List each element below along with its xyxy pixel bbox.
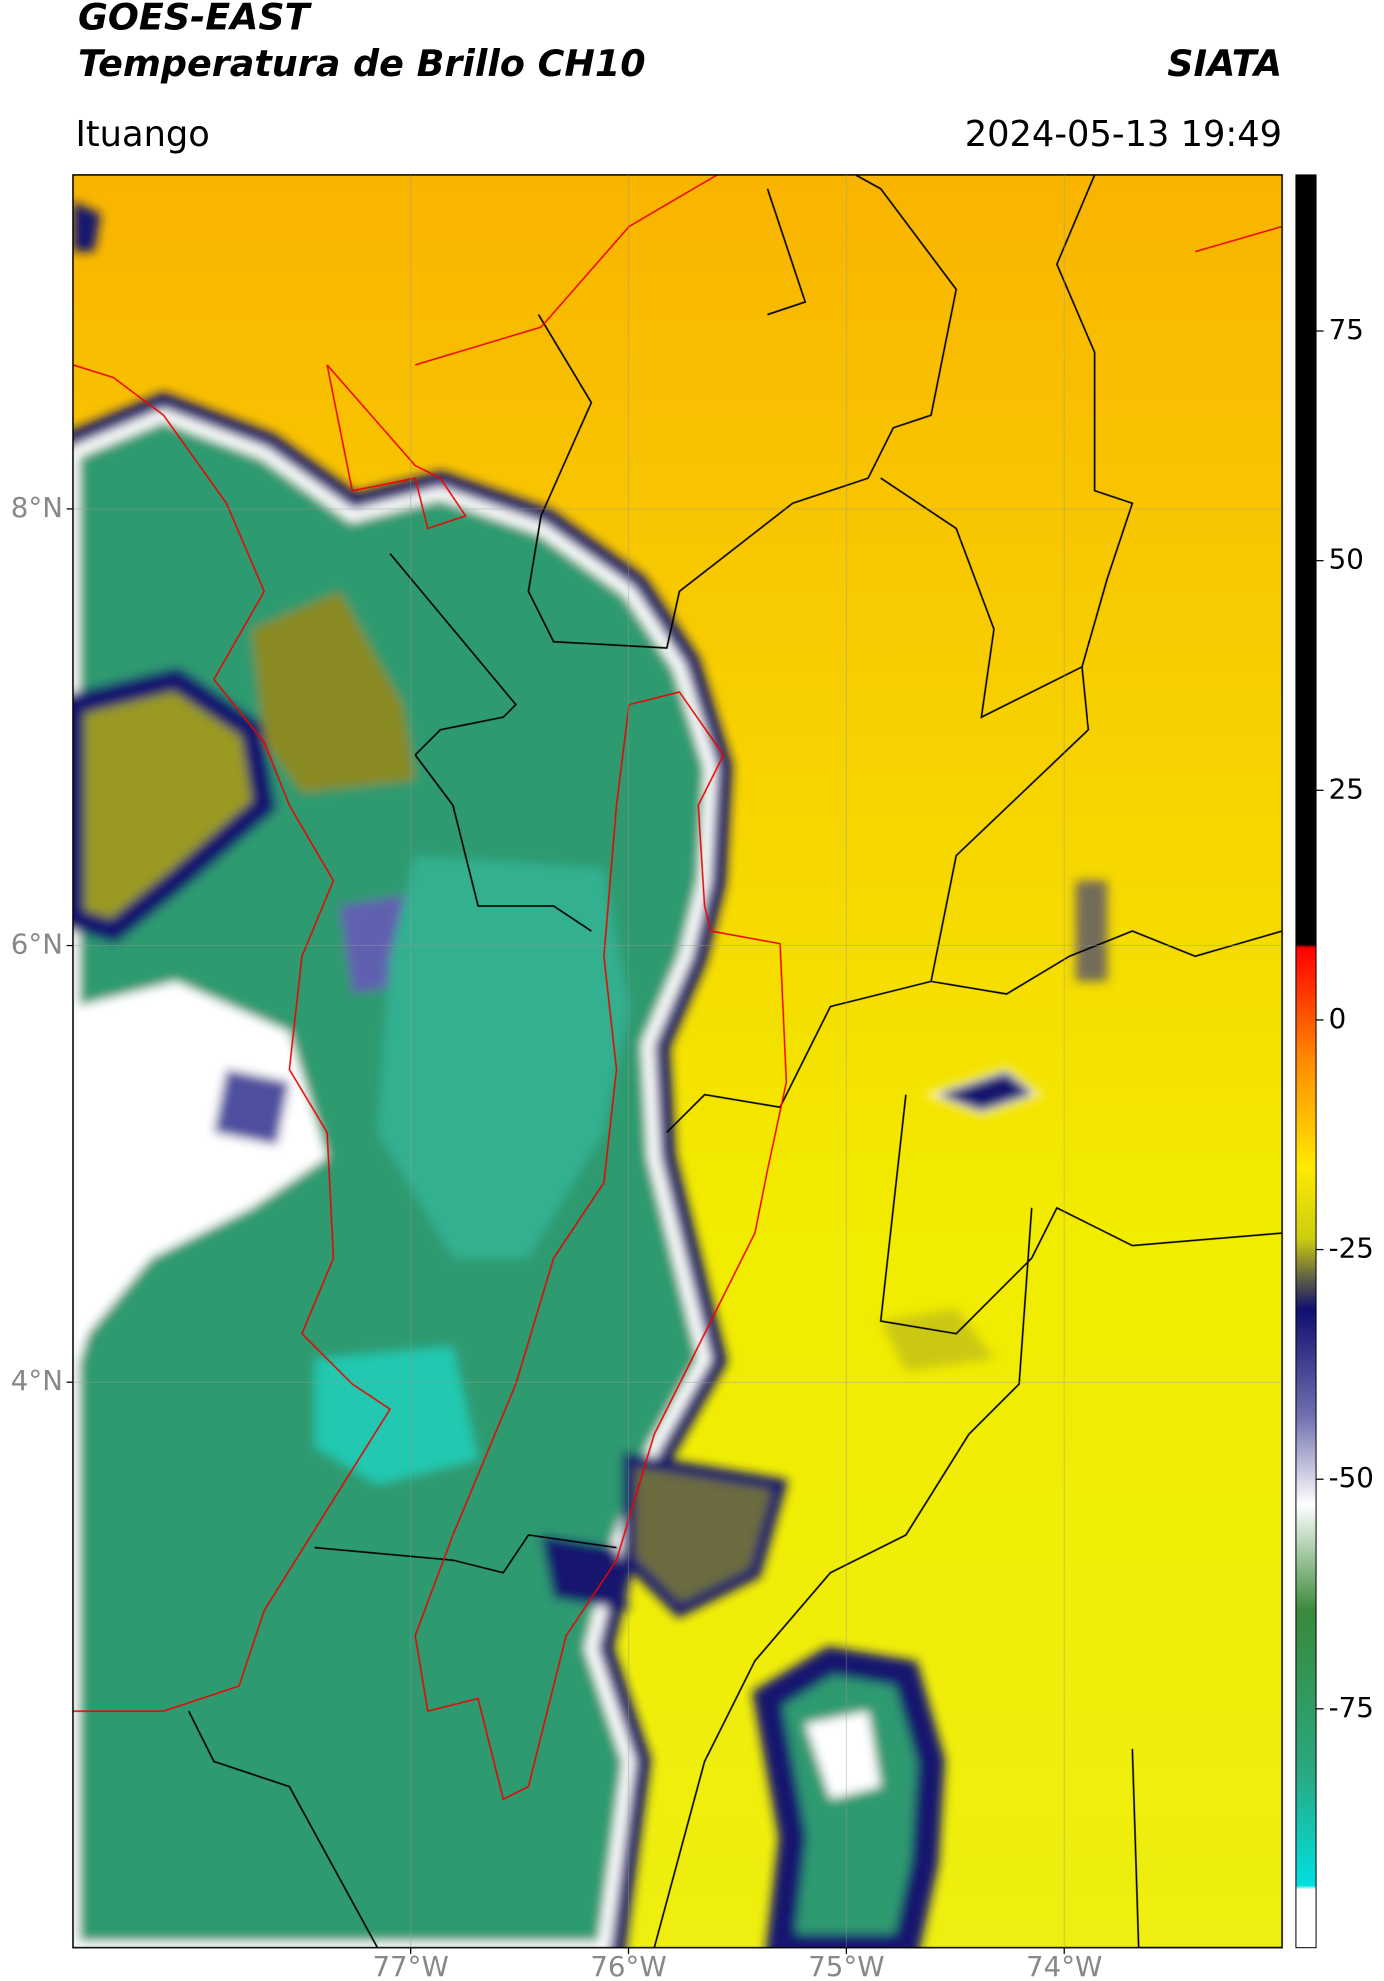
y-tick-label: 4°N xyxy=(11,1364,63,1397)
colorbar-tick-label: 25 xyxy=(1329,772,1364,805)
y-tick-label: 6°N xyxy=(11,928,63,961)
colorbar-tick-label: -50 xyxy=(1329,1461,1374,1494)
y-tick-label: 8°N xyxy=(11,491,63,524)
location: Ituango xyxy=(75,114,209,155)
colorbar-tick-label: -25 xyxy=(1329,1232,1374,1265)
colorbar-tick-label: -75 xyxy=(1329,1691,1374,1724)
colorbar-tick-label: 50 xyxy=(1329,543,1364,576)
x-tick-label: 74°W xyxy=(1026,1950,1102,1981)
colorbar-tick-label: 0 xyxy=(1329,1002,1347,1035)
x-tick-label: 75°W xyxy=(808,1950,884,1981)
map-image xyxy=(72,174,1283,1948)
title: GOES-EAST xyxy=(78,0,313,38)
subtitle: Temperatura de Brillo CH10 xyxy=(78,42,646,85)
x-tick-label: 76°W xyxy=(590,1950,666,1981)
datetime: 2024-05-13 19:49 xyxy=(965,114,1282,155)
agency: SIATA xyxy=(1167,42,1282,85)
x-tick-label: 77°W xyxy=(372,1950,448,1981)
colorbar xyxy=(1295,174,1317,1949)
map-frame xyxy=(72,174,1283,1949)
colorbar-tick-label: 75 xyxy=(1329,313,1364,346)
